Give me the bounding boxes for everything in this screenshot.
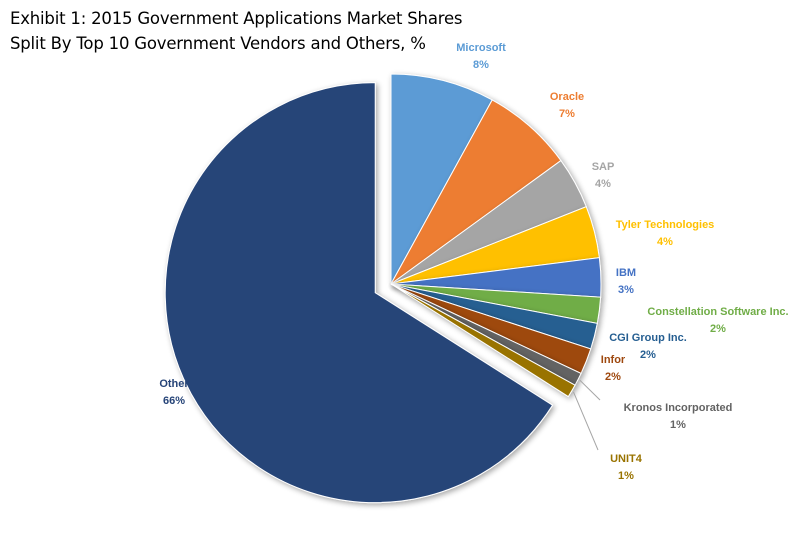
slice-label-ibm: IBM 3% <box>616 267 636 296</box>
chart-title-line-1: Exhibit 1: 2015 Government Applications … <box>10 9 463 28</box>
leader-line-kronos-incorporated <box>579 379 601 401</box>
slice-label-unit4: UNIT4 1% <box>610 453 643 482</box>
slice-label-tyler-technologies: Tyler Technologies 4% <box>616 219 715 248</box>
slice-label-constellation-software-inc: Constellation Software Inc. 2% <box>647 306 788 335</box>
slice-label-infor: Infor 2% <box>601 354 626 383</box>
slice-label-kronos-incorporated: Kronos Incorporated 1% <box>624 402 733 431</box>
pie-slice-other <box>164 82 554 504</box>
chart-title-line-2: Split By Top 10 Government Vendors and O… <box>10 34 426 53</box>
slice-label-oracle: Oracle 7% <box>550 91 584 120</box>
slice-label-microsoft: Microsoft 8% <box>456 42 506 71</box>
pie-slice-unit4 <box>390 283 576 398</box>
slice-label-cgi-group-inc: CGI Group Inc. 2% <box>609 332 687 361</box>
slice-label-sap: SAP 4% <box>592 161 615 190</box>
pie-slice-microsoft <box>390 73 493 285</box>
leader-line-unit4 <box>573 391 599 451</box>
slice-label-other: Other 66% <box>159 378 189 407</box>
